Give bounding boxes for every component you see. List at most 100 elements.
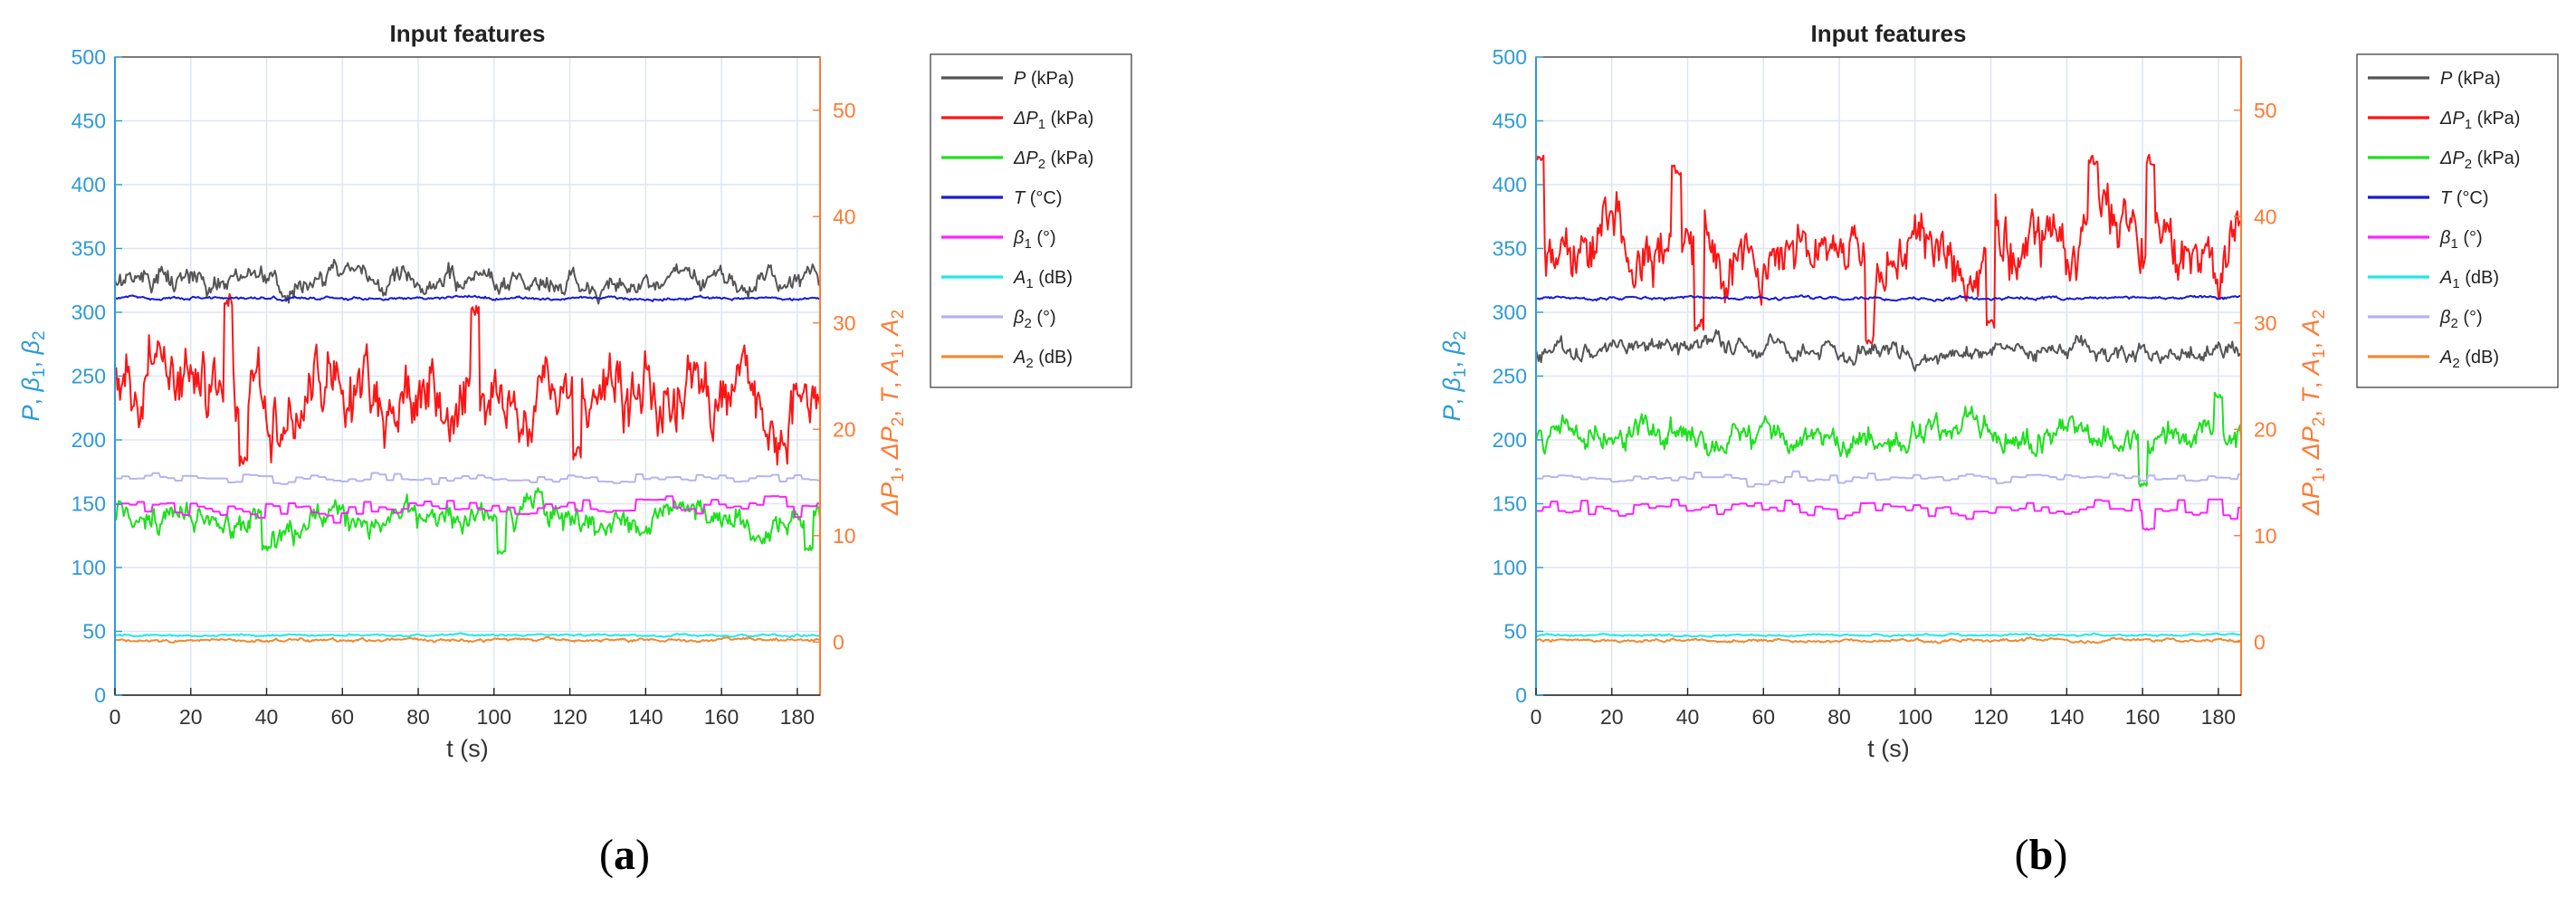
legend-label: ΔP2 (kPa)	[2439, 148, 2520, 172]
left-tick-label: 150	[72, 492, 106, 516]
x-tick-label: 0	[110, 705, 121, 729]
right-tick-label: 0	[833, 630, 844, 654]
legend: P (kPa) ΔP1 (kPa) ΔP2 (kPa) T (°C) β1 (°) A1 …	[2356, 53, 2559, 388]
legend-box	[2356, 53, 2559, 388]
left-tick-label: 400	[1493, 173, 1527, 196]
right-axis-label: ΔP1, ΔP2, T, A1, A2	[876, 310, 908, 516]
left-tick-label: 350	[1493, 237, 1527, 261]
legend-label: P (kPa)	[2440, 69, 2501, 89]
left-tick-label: 100	[72, 556, 106, 579]
legend-label: ΔP2 (kPa)	[1013, 148, 1093, 172]
legend-label: β1 (°)	[1013, 228, 1056, 252]
x-tick-label: 180	[2201, 705, 2236, 729]
legend-box	[930, 53, 1132, 388]
left-tick-label: 450	[72, 110, 106, 133]
series-line-1	[1535, 329, 2242, 372]
left-tick-label: 500	[1493, 45, 1527, 69]
x-tick-label: 60	[1751, 705, 1775, 729]
left-tick-label: 300	[1493, 301, 1527, 324]
chart-title: Input features	[1811, 20, 1967, 47]
legend-label: A1 (dB)	[2439, 268, 2499, 291]
left-tick-label: 400	[72, 173, 106, 196]
x-tick-label: 100	[1898, 705, 1932, 729]
series-line-4	[114, 294, 821, 302]
series-line-3	[1535, 391, 2242, 488]
left-tick-label: 450	[1493, 110, 1527, 133]
legend-label: T (°C)	[1014, 188, 1063, 208]
series-line-7	[1536, 470, 2241, 488]
series-line-5	[115, 495, 820, 524]
right-tick-label: 20	[833, 417, 856, 441]
legend-label: β2 (°)	[2439, 308, 2483, 331]
right-tick-label: 30	[833, 311, 856, 335]
x-axis-label: t (s)	[446, 735, 489, 762]
x-tick-label: 160	[704, 705, 739, 729]
left-tick-label: 200	[1493, 428, 1527, 452]
left-tick-label: 150	[1493, 492, 1527, 516]
right-tick-label: 30	[2254, 311, 2277, 335]
left-tick-label: 250	[1493, 365, 1527, 388]
right-tick-label: 0	[2254, 630, 2266, 654]
left-tick-label: 0	[1515, 683, 1527, 707]
panel-caption: (b)	[2015, 831, 2068, 879]
right-tick-label: 10	[2254, 524, 2277, 548]
left-tick-label: 250	[72, 365, 106, 388]
x-tick-label: 140	[2049, 705, 2084, 729]
x-axis-label: t (s)	[1867, 735, 1910, 762]
legend-label: β1 (°)	[2439, 228, 2483, 252]
left-tick-label: 0	[94, 683, 106, 707]
legend: P (kPa) ΔP1 (kPa) ΔP2 (kPa) T (°C) β1 (°) A1 …	[930, 53, 1132, 388]
right-tick-label: 20	[2254, 417, 2277, 441]
x-tick-label: 120	[1973, 705, 2008, 729]
x-tick-label: 80	[1827, 705, 1851, 729]
x-tick-label: 180	[780, 705, 815, 729]
x-tick-label: 40	[1676, 705, 1700, 729]
panel-caption: (a)	[599, 831, 650, 879]
legend-label: T (°C)	[2440, 188, 2489, 208]
left-axis-label: P, β1, β2	[1438, 330, 1470, 421]
series-line-1	[114, 258, 821, 305]
x-tick-label: 60	[330, 705, 354, 729]
left-tick-label: 50	[82, 620, 106, 644]
x-tick-label: 40	[255, 705, 279, 729]
right-tick-label: 40	[2254, 205, 2277, 228]
x-tick-label: 20	[179, 705, 203, 729]
left-axis-label: P, β1, β2	[17, 330, 49, 421]
left-tick-label: 300	[72, 301, 106, 324]
legend-label: ΔP1 (kPa)	[2439, 109, 2520, 132]
x-tick-label: 140	[628, 705, 663, 729]
right-tick-label: 50	[2254, 99, 2277, 122]
legend-label: A2 (dB)	[1013, 348, 1073, 371]
series-line-6	[1535, 632, 2242, 638]
left-tick-label: 500	[72, 45, 106, 69]
series-line-2	[1535, 153, 2242, 345]
left-tick-label: 100	[1493, 556, 1527, 579]
series-line-8	[1535, 636, 2242, 644]
series-line-2	[114, 292, 821, 467]
series-line-8	[114, 635, 821, 644]
right-tick-label: 50	[833, 99, 856, 122]
x-tick-label: 100	[477, 705, 511, 729]
series-line-4	[1535, 294, 2242, 302]
legend-label: A1 (dB)	[1013, 268, 1073, 291]
legend-label: A2 (dB)	[2439, 348, 2499, 371]
x-tick-label: 120	[552, 705, 587, 729]
right-tick-label: 40	[833, 205, 856, 228]
right-tick-label: 10	[833, 524, 856, 548]
x-tick-label: 160	[2125, 705, 2160, 729]
legend-label: β2 (°)	[1013, 308, 1056, 331]
left-tick-label: 350	[72, 237, 106, 261]
series-line-7	[115, 472, 820, 485]
series-line-5	[1536, 498, 2241, 531]
x-tick-label: 0	[1531, 705, 1542, 729]
x-tick-label: 20	[1600, 705, 1624, 729]
right-axis-label: ΔP1, ΔP2, T, A1, A2	[2297, 310, 2329, 516]
chart-panel-a: 0 20 40 60 80 100 120 140 160 1800501001502002503…	[17, 20, 1132, 762]
x-tick-label: 80	[406, 705, 430, 729]
left-tick-label: 200	[72, 428, 106, 452]
series-line-6	[114, 632, 821, 638]
left-tick-label: 50	[1503, 620, 1527, 644]
legend-label: ΔP1 (kPa)	[1013, 109, 1093, 132]
chart-panel-b: 0 20 40 60 80 100 120 140 160 1800501001502002503…	[1438, 20, 2559, 762]
